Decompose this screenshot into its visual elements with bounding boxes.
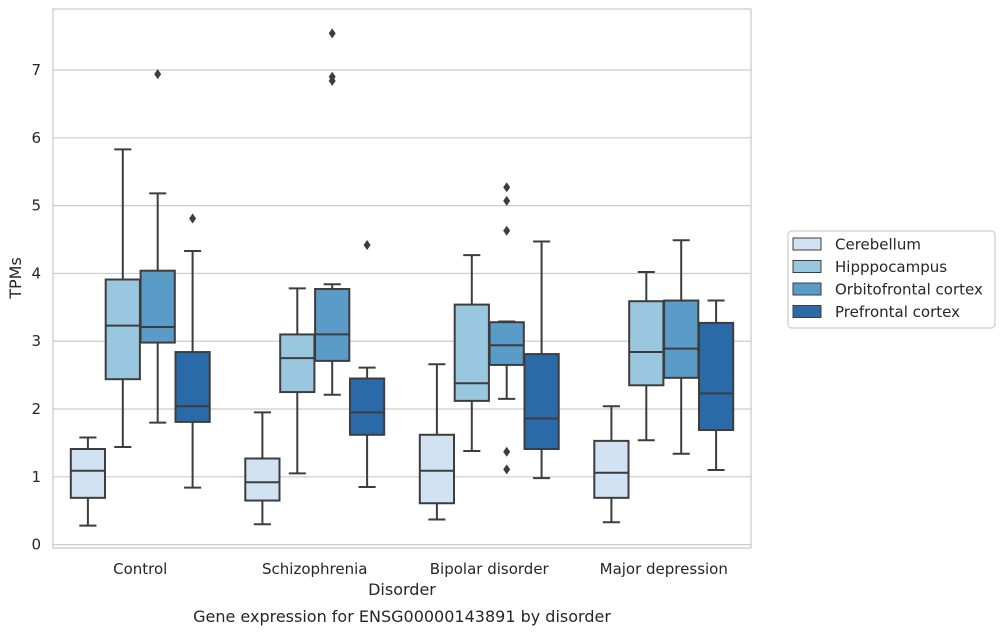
- box-orbitofrontal-cortex: [488, 182, 525, 475]
- x-axis-ticks: Control Schizophrenia Bipolar disorder Majo…: [113, 560, 728, 578]
- legend-label: Orbitofrontal cortex: [835, 281, 983, 299]
- outlier-point: [503, 182, 511, 193]
- iqr-box: [244, 457, 281, 502]
- legend-label: Hipppocampus: [835, 258, 947, 276]
- box-orbitofrontal-cortex: [139, 69, 176, 424]
- y-axis-label: TPMs: [6, 257, 25, 300]
- outlier-point: [154, 69, 162, 80]
- y-tick-label: 7: [31, 61, 41, 79]
- outlier-point: [328, 28, 336, 39]
- x-tick-label: Major depression: [600, 560, 728, 578]
- box-hipppocampus: [453, 254, 490, 453]
- box-prefrontal-cortex: [174, 213, 211, 489]
- x-tick-label: Bipolar disorder: [430, 560, 550, 578]
- iqr-box: [488, 321, 525, 366]
- iqr-box: [593, 439, 630, 499]
- legend-frame: [787, 230, 996, 329]
- box-prefrontal-cortex: [697, 299, 735, 472]
- iqr-box: [663, 299, 700, 379]
- y-tick-label: 4: [31, 264, 41, 282]
- legend-swatch: [792, 305, 822, 318]
- iqr-box: [523, 353, 560, 451]
- iqr-box: [418, 433, 456, 505]
- x-axis-label: Disorder: [368, 580, 436, 599]
- box-cerebellum: [418, 363, 456, 521]
- iqr-box: [279, 333, 316, 394]
- legend-swatch: [792, 237, 822, 251]
- legend-label: Prefrontal cortex: [835, 303, 960, 321]
- iqr-box: [628, 300, 665, 387]
- iqr-box: [139, 269, 176, 344]
- legend-swatch: [792, 260, 822, 273]
- box-cerebellum: [69, 436, 107, 527]
- chart-caption: Gene expression for ENSG00000143891 by d…: [193, 607, 611, 626]
- y-tick-label: 1: [31, 468, 41, 486]
- y-tick-label: 2: [31, 400, 41, 418]
- y-tick-label: 0: [31, 536, 41, 554]
- legend-swatch: [792, 282, 822, 296]
- outlier-point: [328, 71, 336, 82]
- legend-label: Cerebellum: [835, 236, 921, 254]
- outlier-point: [503, 195, 511, 206]
- y-axis-ticks: 0 1 2 3 4 5 6 7: [31, 61, 41, 554]
- outlier-point: [189, 213, 197, 224]
- outlier-point: [503, 225, 511, 236]
- legend: Cerebellum Hipppocampus Orbitofrontal cort…: [787, 230, 996, 329]
- y-tick-label: 5: [31, 197, 41, 215]
- iqr-box: [697, 321, 735, 432]
- iqr-box: [453, 303, 490, 402]
- y-tick-label: 3: [31, 332, 41, 350]
- outlier-point: [363, 239, 371, 250]
- box-plot-series: [69, 28, 735, 527]
- box-hipppocampus: [628, 271, 665, 442]
- y-tick-label: 6: [31, 129, 41, 147]
- plot-frame: [52, 8, 752, 549]
- box-hipppocampus: [104, 148, 141, 448]
- outlier-point: [503, 464, 511, 475]
- box-hipppocampus: [279, 287, 316, 475]
- box-prefrontal-cortex: [523, 240, 560, 480]
- iqr-box: [69, 448, 107, 499]
- iqr-box: [174, 351, 211, 423]
- box-orbitofrontal-cortex: [663, 239, 700, 455]
- iqr-box: [314, 288, 351, 362]
- box-cerebellum: [593, 405, 630, 524]
- box-orbitofrontal-cortex: [314, 28, 351, 396]
- outlier-point: [503, 446, 511, 457]
- iqr-box: [348, 377, 386, 436]
- x-tick-label: Schizophrenia: [262, 560, 367, 578]
- box-prefrontal-cortex: [348, 239, 386, 488]
- box-cerebellum: [244, 411, 281, 526]
- iqr-box: [104, 278, 141, 381]
- x-tick-label: Control: [113, 560, 167, 578]
